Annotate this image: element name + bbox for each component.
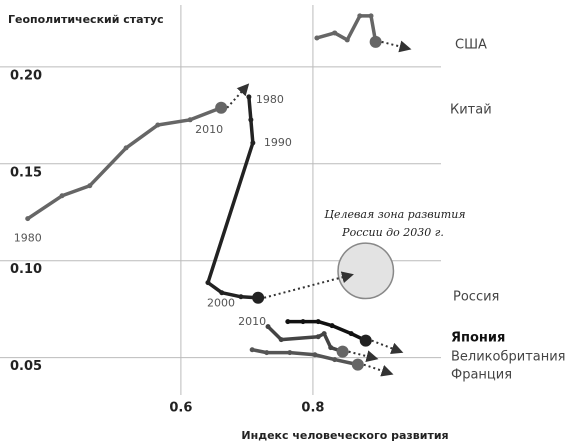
series-point — [264, 350, 270, 356]
trend-arrow — [226, 83, 250, 109]
series-point — [250, 140, 256, 146]
series-name: Япония — [451, 331, 505, 346]
series-point — [369, 35, 382, 48]
series-point — [248, 117, 254, 123]
series-point — [328, 345, 334, 351]
series-point — [312, 352, 318, 358]
year-label: 1990 — [264, 136, 292, 149]
trend-arrow — [381, 40, 412, 53]
series-point — [368, 13, 374, 19]
series-point — [329, 323, 335, 329]
series-point — [187, 117, 193, 123]
series-point — [155, 122, 161, 128]
series-point — [25, 216, 31, 222]
series-name: Россия — [453, 290, 499, 305]
trend-arrow — [263, 271, 354, 299]
series-name: Великобритания — [451, 350, 566, 365]
series-point — [287, 350, 293, 356]
series-point — [300, 319, 306, 325]
series-point — [265, 324, 271, 330]
series-point — [249, 347, 255, 353]
series-point — [357, 13, 363, 19]
year-label: 2000 — [207, 297, 235, 310]
series-point — [332, 30, 338, 36]
series-point — [332, 357, 338, 363]
series-name: США — [455, 38, 487, 53]
series-point — [252, 291, 265, 304]
trend-arrow — [348, 350, 379, 363]
y-axis-title: Геополитический статус — [8, 13, 164, 26]
series-point — [315, 319, 321, 325]
x-tick-label: 0.8 — [301, 401, 324, 416]
series-point — [123, 145, 129, 151]
series-name: Китай — [450, 103, 492, 118]
year-label: 2010 — [238, 315, 266, 328]
series-line — [287, 319, 367, 343]
zone-label: России до 2030 г. — [341, 226, 444, 239]
trend-arrow — [363, 363, 394, 377]
series-point — [59, 193, 65, 199]
series-line — [26, 106, 222, 221]
series-point — [314, 35, 320, 41]
series-point — [315, 334, 321, 340]
y-tick-label: 0.05 — [10, 359, 42, 374]
series-point — [246, 94, 252, 100]
zone-label: Целевая зона развития — [324, 208, 465, 221]
series-point — [348, 331, 354, 337]
series-name: Франция — [451, 368, 512, 383]
series-point — [278, 337, 284, 343]
x-tick-label: 0.6 — [169, 401, 192, 416]
series-point — [351, 358, 364, 371]
year-label: 1980 — [14, 232, 42, 245]
y-tick-label: 0.20 — [10, 68, 42, 83]
series-point — [336, 345, 349, 358]
target-zone — [337, 242, 395, 300]
series-point — [238, 294, 244, 300]
x-axis-title: Индекс человеческого развития — [241, 429, 448, 442]
series-point — [219, 290, 225, 296]
year-label: 1980 — [256, 93, 284, 106]
year-label: 2010 — [195, 123, 223, 136]
series-point — [359, 334, 372, 347]
trend-arrow — [371, 339, 404, 355]
series-point — [215, 101, 228, 114]
series-point — [205, 280, 211, 286]
y-tick-label: 0.15 — [10, 165, 42, 180]
series-point — [285, 319, 291, 325]
series-point — [344, 37, 350, 43]
series-point — [321, 331, 327, 337]
y-tick-label: 0.10 — [10, 262, 42, 277]
series-point — [87, 183, 93, 189]
series-line — [316, 14, 378, 43]
